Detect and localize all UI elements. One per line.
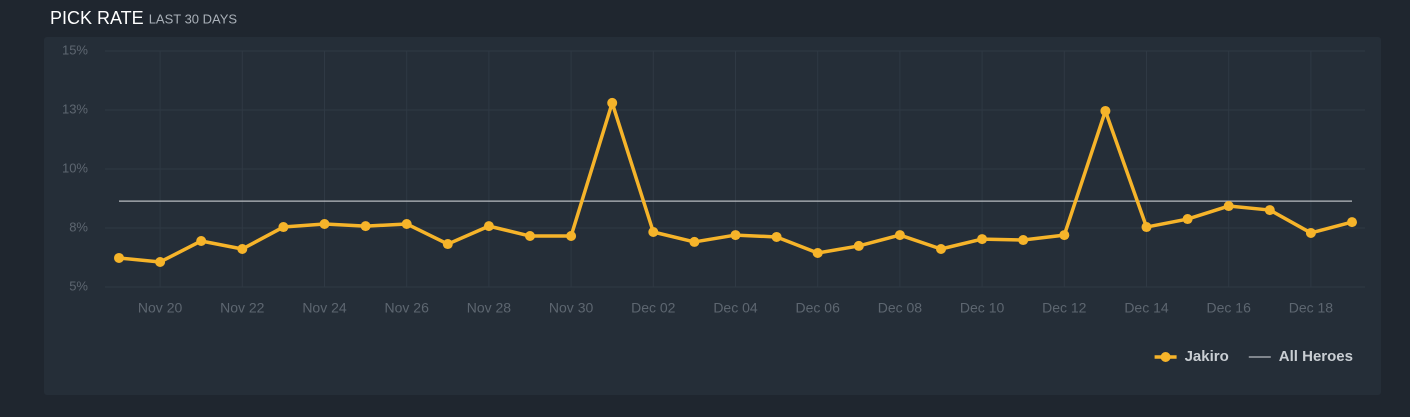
- data-point: [936, 244, 946, 255]
- panel: [44, 37, 1381, 395]
- data-point: [977, 234, 988, 245]
- data-point: [1264, 205, 1275, 216]
- data-point: [1141, 222, 1152, 233]
- legend-label: All Heroes: [1279, 348, 1353, 365]
- data-point: [648, 227, 659, 238]
- chart-subtitle: LAST 30 DAYS: [149, 11, 238, 26]
- data-point: [114, 252, 124, 263]
- legend-label: Jakiro: [1185, 348, 1229, 365]
- x-tick-label: Nov 28: [467, 300, 512, 316]
- x-tick-label: Dec 02: [631, 300, 676, 316]
- data-point: [196, 235, 207, 246]
- x-tick-label: Dec 04: [713, 300, 758, 316]
- data-point: [237, 244, 248, 255]
- y-tick-label: 13%: [62, 101, 88, 116]
- x-tick-label: Dec 06: [796, 300, 841, 316]
- data-point: [853, 240, 864, 251]
- legend-swatch-dot: [1160, 352, 1171, 362]
- y-tick-label: 10%: [62, 160, 88, 175]
- data-point: [442, 239, 453, 250]
- data-point: [730, 230, 741, 241]
- data-point: [566, 231, 577, 242]
- y-tick-label: 15%: [62, 42, 88, 57]
- x-tick-label: Dec 14: [1124, 300, 1169, 316]
- x-tick-label: Dec 08: [878, 300, 923, 316]
- x-tick-label: Dec 12: [1042, 300, 1087, 316]
- data-point: [689, 236, 700, 247]
- data-point: [1347, 217, 1357, 228]
- data-point: [1305, 227, 1316, 238]
- x-tick-label: Dec 16: [1207, 300, 1252, 316]
- x-tick-label: Dec 18: [1289, 300, 1334, 316]
- data-point: [894, 230, 905, 241]
- x-tick-label: Nov 22: [220, 300, 265, 316]
- data-point: [525, 231, 535, 242]
- x-tick-label: Nov 20: [138, 300, 183, 316]
- data-point: [1059, 230, 1070, 241]
- data-point: [607, 97, 618, 108]
- data-point: [319, 218, 330, 229]
- data-point: [360, 221, 371, 232]
- data-point: [278, 222, 289, 233]
- data-point: [483, 221, 494, 232]
- y-tick-label: 5%: [69, 278, 88, 293]
- x-tick-label: Nov 24: [302, 300, 347, 316]
- data-point: [401, 218, 412, 229]
- x-tick-label: Dec 10: [960, 300, 1005, 316]
- data-point: [1223, 201, 1234, 212]
- data-point: [812, 248, 823, 259]
- data-point: [771, 231, 782, 242]
- data-point: [1182, 214, 1193, 225]
- data-point: [1100, 105, 1111, 116]
- data-point: [1018, 235, 1029, 246]
- x-tick-label: Nov 30: [549, 300, 594, 316]
- data-point: [155, 256, 166, 267]
- x-tick-label: Nov 26: [385, 300, 430, 316]
- chart-title: PICK RATE: [50, 8, 144, 28]
- y-tick-label: 8%: [69, 219, 88, 234]
